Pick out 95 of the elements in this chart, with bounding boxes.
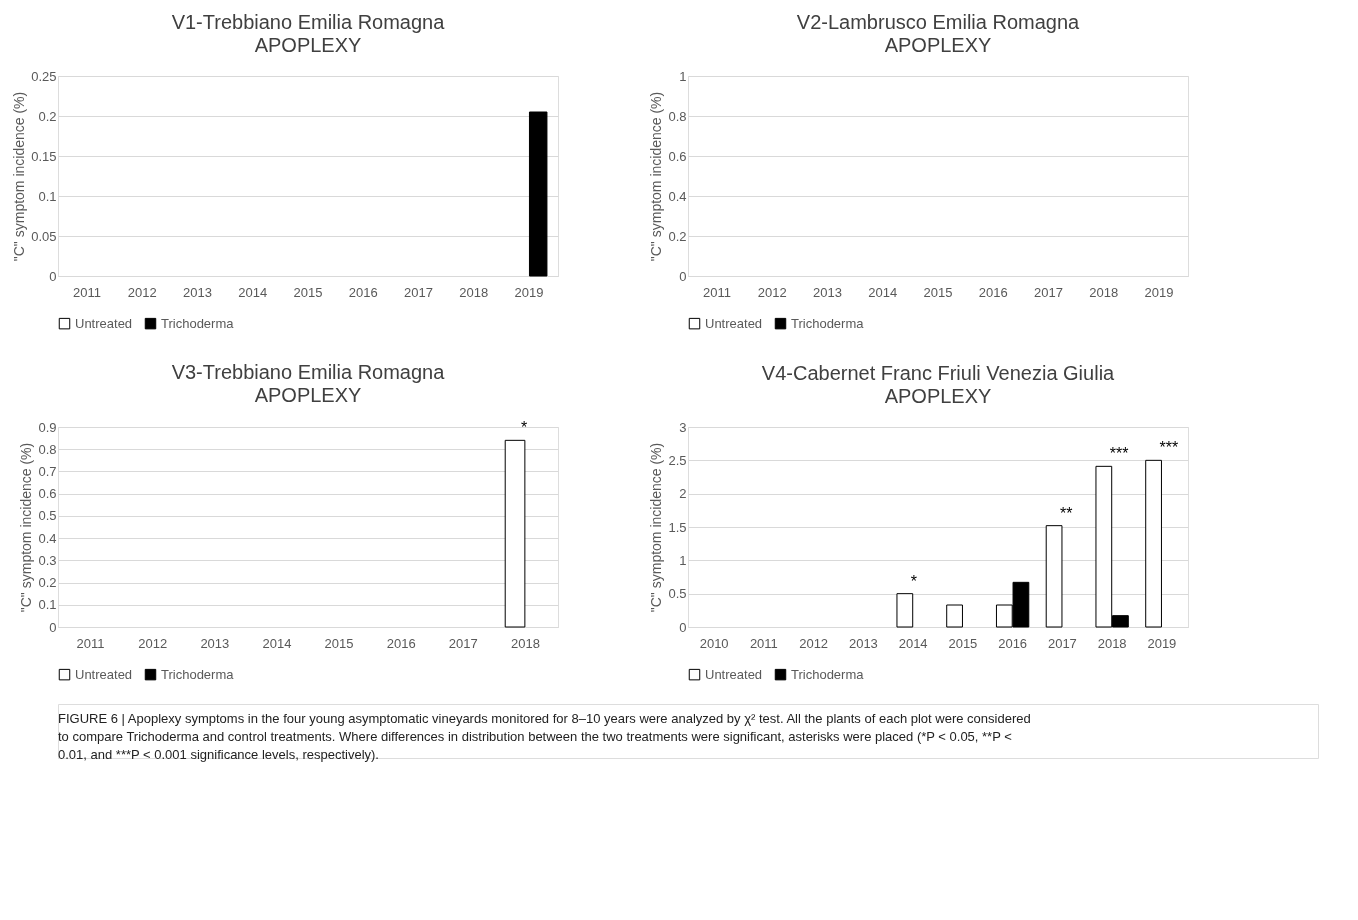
y-axis-title: "C" symptom incidence (%) <box>648 442 665 613</box>
chart-subtitle: APOPLEXY <box>254 384 362 407</box>
x-tick-label: 2017 <box>404 284 433 300</box>
y-tick-label: 0.8 <box>668 108 687 124</box>
legend-label: Trichoderma <box>791 666 865 682</box>
x-tick-label: 2011 <box>703 284 731 300</box>
bar <box>1145 459 1162 628</box>
y-tick-label: 0.9 <box>38 419 57 435</box>
y-axis-title: "C" symptom incidence (%) <box>18 442 35 613</box>
y-tick-label: 3 <box>679 419 687 435</box>
annotation: *** <box>1109 445 1129 463</box>
legend-label: Untreated <box>705 315 763 331</box>
chart-subtitle: APOPLEXY <box>884 385 992 407</box>
y-tick-label: 1.5 <box>668 519 687 535</box>
bar <box>1045 525 1063 628</box>
y-tick-label: 0.5 <box>668 586 687 602</box>
x-tick-label: 2016 <box>386 635 416 651</box>
text: FIGURE 6 | Apoplexy symptoms in the four young asymptomatic vineyards monitored for 8–10 years were analyzed by χ² test. All the plants of each plot were considered to compare Trichoderma and control treatments. Where differences in distribution between the two treatments were significant, asterisks were placed (*P < 0.05, **P < 0.01, and ***P < 0.001 significance levels, respectively). <box>58 711 1031 762</box>
x-tick-label: 2019 <box>1144 284 1174 300</box>
x-tick-label: 2018 <box>459 284 489 300</box>
x-tick-label: 2015 <box>948 635 978 651</box>
x-tick-label: 2017 <box>1047 635 1077 651</box>
chart-subtitle: APOPLEXY <box>254 34 362 56</box>
y-tick-label: 0.2 <box>38 575 57 591</box>
bar <box>946 604 963 628</box>
y-tick-label: 0.2 <box>38 108 57 124</box>
x-tick-label: 2017 <box>448 635 478 651</box>
x-tick-label: 2012 <box>138 635 168 651</box>
x-tick-label: 2016 <box>978 284 1008 300</box>
legend-label: Untreated <box>705 666 763 682</box>
x-tick-label: 2014 <box>238 284 268 300</box>
x-tick-label: 2019 <box>1147 635 1177 651</box>
legend-label: Untreated <box>75 315 133 331</box>
y-tick-label: 0.6 <box>668 148 687 164</box>
y-tick-label: 0.2 <box>668 228 687 244</box>
x-tick-label: 2012 <box>757 284 787 300</box>
y-tick-label: 1 <box>679 552 687 568</box>
legend-label: Trichoderma <box>791 315 865 331</box>
legend-label: Untreated <box>75 666 133 682</box>
x-tick-label: 2015 <box>324 635 354 651</box>
x-tick-label: 2013 <box>848 635 878 651</box>
x-tick-label: 2015 <box>293 284 323 300</box>
x-tick-label: 2016 <box>348 284 378 300</box>
chart-title: V2-Lambrusco Emilia Romagna <box>796 11 1081 33</box>
y-tick-label: 0.15 <box>31 148 57 164</box>
y-tick-label: 0 <box>679 268 687 284</box>
y-tick-label: 0 <box>49 268 57 284</box>
x-tick-label: 2011 <box>749 635 778 651</box>
y-tick-label: 0 <box>679 619 687 635</box>
x-tick-label: 2013 <box>813 284 842 300</box>
annotation: ** <box>1060 504 1073 522</box>
x-tick-label: 2014 <box>262 635 292 651</box>
y-tick-label: 0.5 <box>38 508 57 524</box>
annotation: *** <box>1159 439 1179 457</box>
y-tick-label: 0.05 <box>31 228 57 244</box>
y-tick-label: 0 <box>49 619 57 635</box>
chart-title: V3-Trebbiano Emilia Romagna <box>171 361 446 384</box>
y-tick-label: 0.7 <box>38 463 57 479</box>
x-tick-label: 2012 <box>799 635 829 651</box>
y-tick-label: 0.8 <box>38 441 57 457</box>
y-tick-label: 0.1 <box>38 597 57 613</box>
annotation: * <box>521 419 528 437</box>
annotation: * <box>910 572 918 590</box>
y-tick-label: 1 <box>679 68 687 84</box>
x-tick-label: 2013 <box>183 284 212 300</box>
x-tick-label: 2018 <box>1097 635 1127 651</box>
x-tick-label: 2017 <box>1034 284 1063 300</box>
y-tick-label: 0.6 <box>38 486 57 502</box>
x-tick-label: 2019 <box>514 284 544 300</box>
y-tick-label: 0.25 <box>31 68 57 84</box>
y-tick-label: 0.4 <box>38 530 57 546</box>
x-tick-label: 2018 <box>510 635 540 651</box>
y-axis-title: "C" symptom incidence (%) <box>11 91 28 262</box>
y-tick-label: 0.4 <box>668 188 687 204</box>
y-tick-label: 0.3 <box>38 552 57 568</box>
x-tick-label: 2010 <box>699 635 729 651</box>
y-tick-label: 2 <box>679 486 687 502</box>
x-tick-label: 2015 <box>923 284 953 300</box>
x-tick-label: 2011 <box>76 635 105 651</box>
x-tick-label: 2013 <box>200 635 230 651</box>
legend-label: Trichoderma <box>161 315 235 331</box>
legend-label: Trichoderma <box>161 666 235 682</box>
chart-title: V1-Trebbiano Emilia Romagna <box>171 11 446 33</box>
y-axis-title: "C" symptom incidence (%) <box>648 91 665 262</box>
x-tick-label: 2014 <box>898 635 928 651</box>
x-tick-label: 2016 <box>998 635 1028 651</box>
x-tick-label: 2012 <box>127 284 157 300</box>
bar <box>896 593 914 628</box>
y-tick-label: 0.1 <box>38 188 57 204</box>
y-tick-label: 2.5 <box>668 452 687 468</box>
x-tick-label: 2011 <box>73 284 101 300</box>
chart-title: V4-Cabernet Franc Friuli Venezia Giulia <box>761 362 1116 384</box>
x-tick-label: 2014 <box>868 284 898 300</box>
x-tick-label: 2018 <box>1089 284 1119 300</box>
chart-subtitle: APOPLEXY <box>884 34 992 56</box>
